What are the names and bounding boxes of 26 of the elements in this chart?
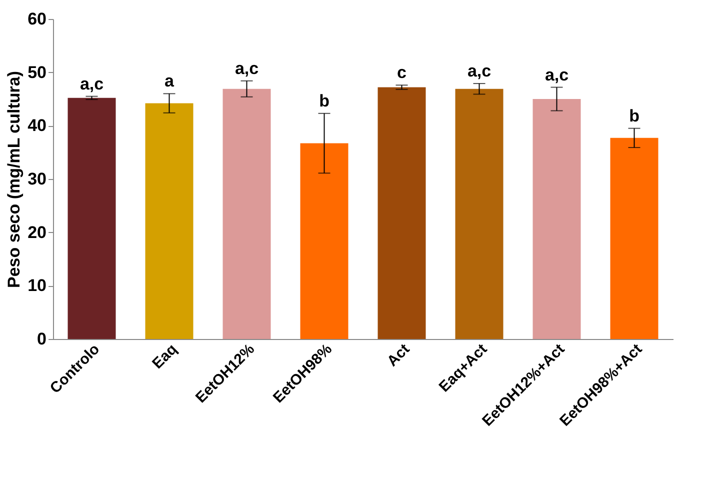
x-tick-label: Eaq xyxy=(149,340,181,372)
y-tick-label: 40 xyxy=(28,116,46,136)
annotation: a,c xyxy=(467,62,492,81)
y-axis-title: Peso seco (mg/mL cultura) xyxy=(4,71,24,288)
y-tick-label: 30 xyxy=(28,170,46,188)
annotation: a,c xyxy=(80,74,104,94)
bar xyxy=(455,88,504,339)
y-tick-label: 50 xyxy=(28,62,46,82)
bar xyxy=(532,99,581,339)
bar xyxy=(145,103,194,339)
x-tick-label: Act xyxy=(384,340,414,370)
bar xyxy=(610,138,658,339)
y-tick-label: 20 xyxy=(28,222,46,242)
bar xyxy=(68,98,116,339)
y-tick-label: 10 xyxy=(28,276,46,296)
bar xyxy=(222,88,271,339)
y-tick-label: 0 xyxy=(37,330,46,348)
annotation: b xyxy=(629,106,640,126)
annotation: a,c xyxy=(234,58,259,78)
annotation: c xyxy=(397,63,406,82)
bar xyxy=(378,87,426,339)
annotation: b xyxy=(319,91,330,110)
annotation: a,c xyxy=(544,65,569,84)
y-tick-label: 60 xyxy=(28,10,46,28)
bar xyxy=(300,143,348,339)
annotation: a xyxy=(164,72,175,91)
